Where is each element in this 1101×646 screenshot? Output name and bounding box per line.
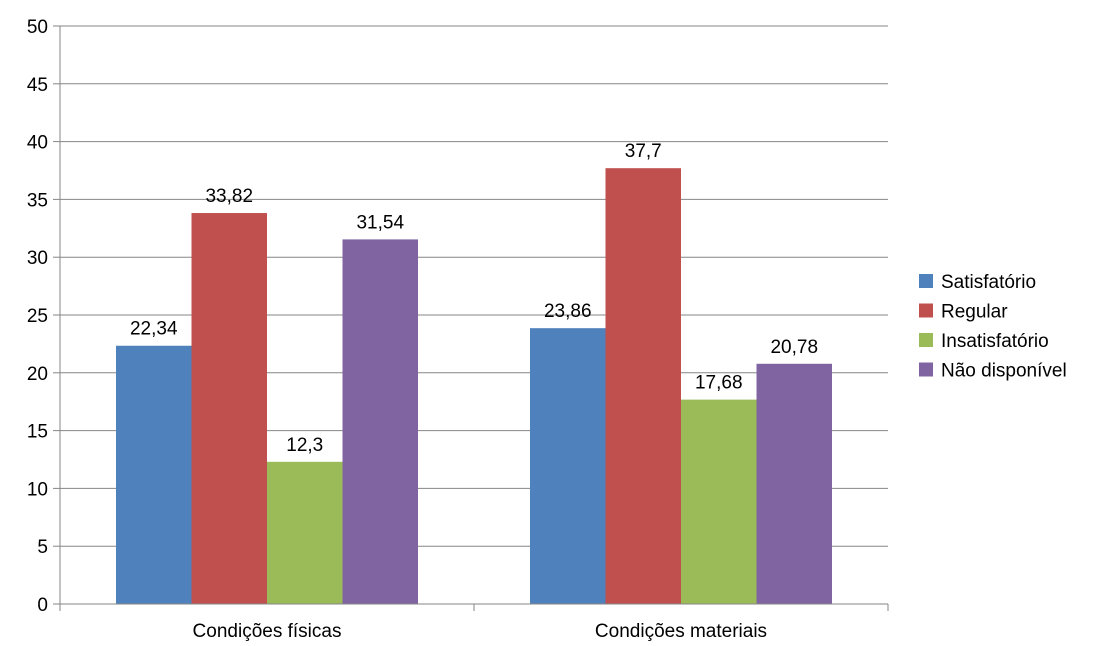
data-labels: 22,34 33,82 12,3 31,54 23,86 37,7 17,68 20,78 (130, 141, 818, 456)
legend-swatch (919, 362, 933, 377)
bar (681, 399, 757, 604)
axes: 0 5 10 15 20 25 30 35 40 45 50 Condições físicas Con… (27, 17, 889, 642)
legend: Satisfatório Regular Insatisfatório Não dis… (919, 272, 1067, 382)
y-tick-label: 50 (27, 17, 48, 38)
y-tick-label: 20 (27, 364, 48, 385)
bar (756, 363, 832, 604)
data-label: 12,3 (286, 435, 323, 456)
legend-label: Não disponível (941, 361, 1067, 382)
data-label: 37,7 (625, 141, 662, 162)
data-label: 17,68 (695, 373, 743, 394)
legend-swatch (919, 333, 933, 347)
bar (191, 213, 267, 604)
data-label: 33,82 (205, 186, 253, 207)
data-label: 23,86 (544, 301, 592, 322)
bar (267, 461, 343, 604)
legend-swatch (919, 274, 933, 288)
data-label: 20,78 (770, 337, 818, 358)
y-tick-label: 10 (27, 479, 48, 500)
legend-label: Regular (941, 302, 1008, 323)
bar (342, 239, 418, 605)
bar (530, 328, 606, 604)
y-tick-label: 45 (27, 75, 48, 96)
y-tick-label: 5 (37, 537, 48, 558)
y-tick-label: 25 (27, 306, 48, 327)
x-tick-label: Condições físicas (193, 621, 342, 642)
legend-swatch (919, 303, 933, 318)
data-label: 22,34 (130, 319, 178, 340)
y-tick-label: 35 (27, 190, 48, 211)
y-tick-label: 15 (27, 422, 48, 443)
y-tick-label: 0 (37, 595, 48, 616)
bar (116, 345, 192, 604)
legend-label: Satisfatório (941, 272, 1036, 293)
legend-label: Insatisfatório (941, 331, 1049, 352)
bars (116, 168, 832, 605)
y-tick-label: 40 (27, 133, 48, 154)
x-tick-label: Condições materiais (595, 621, 767, 642)
y-tick-label: 30 (27, 248, 48, 269)
data-label: 31,54 (356, 212, 404, 233)
bar (605, 168, 681, 605)
